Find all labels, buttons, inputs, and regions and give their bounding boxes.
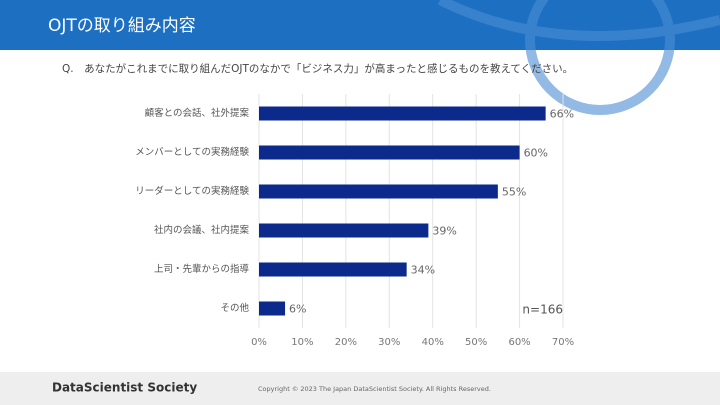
value-label: 6%	[289, 303, 306, 316]
bar	[259, 301, 286, 316]
x-tick-label: 50%	[465, 337, 487, 348]
annotation: n=166	[522, 303, 563, 317]
x-tick-label: 70%	[552, 337, 574, 348]
x-tick-label: 30%	[378, 337, 400, 348]
subtitle: Q. あなたがこれまでに取り組んだOJTのなかで「ビジネス力」が高まったと感じる…	[62, 62, 573, 75]
header-decoration	[437, 0, 720, 115]
y-tick-label: リーダーとしての実務経験	[135, 185, 249, 197]
bar	[259, 184, 498, 199]
value-label: 60%	[524, 147, 548, 160]
y-tick-label: メンバーとしての実務経験	[135, 146, 249, 158]
x-tick-label: 20%	[335, 337, 357, 348]
chart-title: OJTの取り組み内容	[48, 16, 196, 36]
value-label: 39%	[432, 225, 456, 238]
footer-bar	[0, 372, 720, 405]
x-tick-label: 10%	[291, 337, 313, 348]
footer-copyright: Copyright © 2023 The Japan DataScientist…	[258, 385, 491, 393]
y-tick-label: 上司・先輩からの指導	[154, 263, 250, 275]
header-banner	[0, 0, 720, 50]
y-tick-label: 顧客との会話、社外提案	[145, 107, 250, 119]
bar	[259, 262, 407, 277]
value-label: 55%	[502, 186, 526, 199]
footer-brand: DataScientist Society	[52, 381, 197, 395]
y-tick-label: 社内の会議、社内提案	[154, 224, 250, 236]
x-tick-label: 40%	[422, 337, 444, 348]
plot: 0% 10% 20% 30% 40% 50% 60% 70% 顧客との会話、社外提案 66% メンバ…	[135, 94, 574, 348]
x-tick-label: 0%	[251, 337, 267, 348]
y-tick-label: その他	[220, 302, 249, 314]
bar	[259, 223, 429, 238]
x-tick-label: 60%	[508, 337, 530, 348]
bar	[259, 106, 546, 121]
value-label: 66%	[550, 108, 574, 121]
value-label: 34%	[411, 264, 435, 277]
bar	[259, 145, 520, 160]
